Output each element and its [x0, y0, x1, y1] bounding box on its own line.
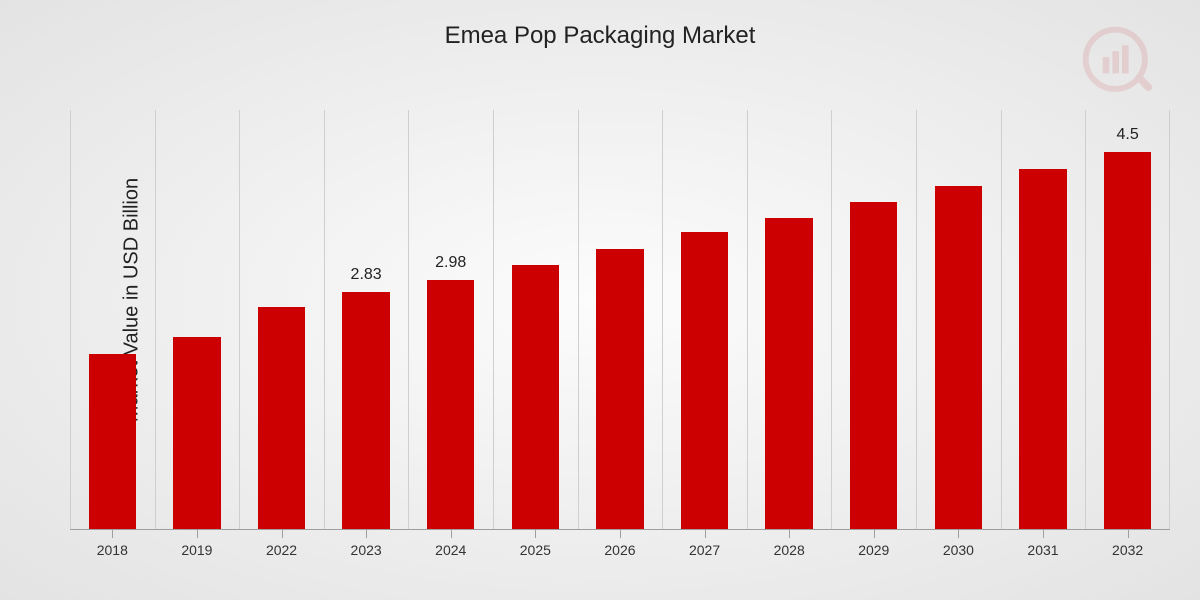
tick-mark: [112, 530, 113, 538]
bar: [850, 202, 897, 530]
x-tick: 2028: [747, 534, 832, 560]
gridline: [408, 110, 409, 530]
x-tick-label: 2032: [1112, 542, 1143, 558]
x-tick: 2018: [70, 534, 155, 560]
tick-mark: [197, 530, 198, 538]
x-tick-label: 2023: [351, 542, 382, 558]
x-tick-label: 2026: [604, 542, 635, 558]
bar-slot: [747, 110, 832, 530]
x-tick: 2025: [493, 534, 578, 560]
bar: [512, 265, 559, 530]
x-tick: 2019: [155, 534, 240, 560]
bar-slot: 2.83: [324, 110, 409, 530]
x-tick: 2030: [916, 534, 1001, 560]
bar-value-label: 2.98: [435, 254, 466, 272]
bar: [89, 354, 136, 530]
tick-mark: [874, 530, 875, 538]
watermark-logo: [1082, 26, 1156, 100]
bar: [173, 337, 220, 530]
bar-slot: [70, 110, 155, 530]
chart-title: Emea Pop Packaging Market: [0, 22, 1200, 50]
tick-mark: [705, 530, 706, 538]
bar-value-label: 4.5: [1116, 126, 1138, 144]
gridline: [239, 110, 240, 530]
tick-mark: [1043, 530, 1044, 538]
bar-slot: [662, 110, 747, 530]
bar-slot: [155, 110, 240, 530]
bar: [1104, 152, 1151, 530]
tick-mark: [451, 530, 452, 538]
tick-mark: [958, 530, 959, 538]
gridline: [70, 110, 71, 530]
bar: [1019, 169, 1066, 530]
gridline: [831, 110, 832, 530]
gridline: [493, 110, 494, 530]
bar-slot: [578, 110, 663, 530]
x-tick: 2022: [239, 534, 324, 560]
bar: [427, 280, 474, 530]
x-tick-label: 2030: [943, 542, 974, 558]
x-tick: 2032: [1085, 534, 1170, 560]
gridline: [324, 110, 325, 530]
bar-slot: [1001, 110, 1086, 530]
gridline: [662, 110, 663, 530]
plot-area: 2.83 2.98 4.5: [70, 110, 1170, 530]
bar-slot: [831, 110, 916, 530]
bar-slot: [916, 110, 1001, 530]
bar-value-label: 2.83: [351, 266, 382, 284]
x-tick-label: 2028: [774, 542, 805, 558]
x-tick: 2024: [408, 534, 493, 560]
tick-mark: [1128, 530, 1129, 538]
x-tick: 2026: [578, 534, 663, 560]
gridline: [747, 110, 748, 530]
bar: [681, 232, 728, 530]
bar-slot: 2.98: [408, 110, 493, 530]
tick-mark: [620, 530, 621, 538]
x-tick-label: 2018: [97, 542, 128, 558]
gridline: [578, 110, 579, 530]
bar: [342, 292, 389, 530]
tick-mark: [366, 530, 367, 538]
x-tick: 2023: [324, 534, 409, 560]
x-tick: 2031: [1001, 534, 1086, 560]
gridline: [916, 110, 917, 530]
x-tick-label: 2019: [181, 542, 212, 558]
gridline: [155, 110, 156, 530]
bar-slot: 4.5: [1085, 110, 1170, 530]
x-tick-label: 2027: [689, 542, 720, 558]
bar: [596, 249, 643, 530]
bars-container: 2.83 2.98 4.5: [70, 110, 1170, 530]
x-tick: 2029: [831, 534, 916, 560]
gridline: [1085, 110, 1086, 530]
tick-mark: [535, 530, 536, 538]
x-tick-label: 2029: [858, 542, 889, 558]
tick-mark: [789, 530, 790, 538]
bar: [258, 307, 305, 530]
gridline: [1001, 110, 1002, 530]
bar-slot: [239, 110, 324, 530]
x-tick: 2027: [662, 534, 747, 560]
x-tick-label: 2031: [1027, 542, 1058, 558]
bar: [935, 186, 982, 530]
x-tick-label: 2022: [266, 542, 297, 558]
bar: [765, 218, 812, 530]
x-axis: 2018 2019 2022 2023 2024 2025 2026 2027 2028 2029…: [70, 534, 1170, 560]
x-tick-label: 2024: [435, 542, 466, 558]
bar-slot: [493, 110, 578, 530]
x-tick-label: 2025: [520, 542, 551, 558]
gridline: [1169, 110, 1170, 530]
tick-mark: [282, 530, 283, 538]
